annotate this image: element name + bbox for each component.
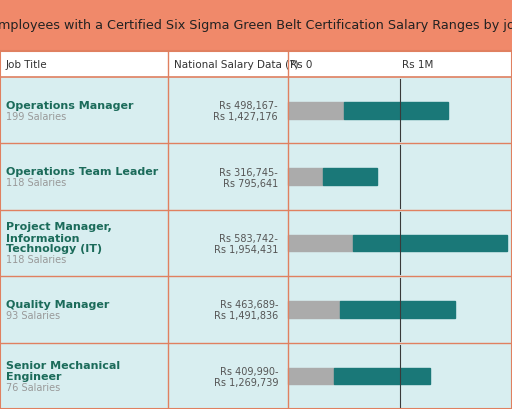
Bar [0, 52, 512, 409]
Text: Rs 2M: Rs 2M [510, 60, 512, 70]
Text: Rs 1M: Rs 1M [402, 60, 433, 70]
Text: Rs 0: Rs 0 [290, 60, 312, 70]
Text: 118 Salaries: 118 Salaries [6, 255, 66, 265]
Text: 199 Salaries: 199 Salaries [6, 111, 66, 121]
Text: Rs 409,990-: Rs 409,990- [220, 366, 278, 376]
Text: Rs 1,269,739: Rs 1,269,739 [214, 377, 278, 387]
Text: Rs 498,167-: Rs 498,167- [219, 101, 278, 111]
Bar [288, 235, 353, 252]
Text: Employees with a Certified Six Sigma Green Belt Certification Salary Ranges by j: Employees with a Certified Six Sigma Gre… [0, 20, 512, 32]
Text: 93 Salaries: 93 Salaries [6, 310, 60, 320]
Text: 118 Salaries: 118 Salaries [6, 178, 66, 188]
Bar [288, 301, 340, 318]
Bar [0, 0, 512, 52]
Text: Rs 316,745-: Rs 316,745- [219, 167, 278, 177]
Bar [0, 78, 512, 144]
Text: Engineer: Engineer [6, 371, 61, 381]
Bar [340, 301, 455, 318]
Bar [0, 144, 512, 210]
Text: Rs 1,491,836: Rs 1,491,836 [214, 311, 278, 321]
Bar [344, 103, 448, 119]
Text: Rs 463,689-: Rs 463,689- [220, 300, 278, 310]
Text: Operations Manager: Operations Manager [6, 101, 134, 110]
Text: Information: Information [6, 233, 79, 243]
Text: Job Title: Job Title [6, 60, 48, 70]
Text: Project Manager,: Project Manager, [6, 222, 112, 232]
Bar [288, 103, 344, 119]
Text: Quality Manager: Quality Manager [6, 299, 110, 309]
Text: National Salary Data (?): National Salary Data (?) [174, 60, 298, 70]
Bar [0, 276, 512, 343]
Text: Operations Team Leader: Operations Team Leader [6, 167, 158, 177]
Bar [0, 52, 512, 409]
Text: Rs 1,427,176: Rs 1,427,176 [214, 112, 278, 122]
Text: 76 Salaries: 76 Salaries [6, 382, 60, 392]
Text: Senior Mechanical: Senior Mechanical [6, 360, 120, 370]
Bar [353, 235, 507, 252]
Text: Rs 583,742-: Rs 583,742- [219, 234, 278, 243]
Text: Rs 795,641: Rs 795,641 [223, 178, 278, 188]
Bar [0, 343, 512, 409]
Text: Rs 1,954,431: Rs 1,954,431 [214, 245, 278, 254]
Bar [288, 169, 324, 185]
Bar [324, 169, 377, 185]
Text: Technology (IT): Technology (IT) [6, 244, 102, 254]
Bar [334, 368, 430, 384]
Bar [0, 52, 512, 78]
Bar [288, 368, 334, 384]
Bar [0, 210, 512, 276]
